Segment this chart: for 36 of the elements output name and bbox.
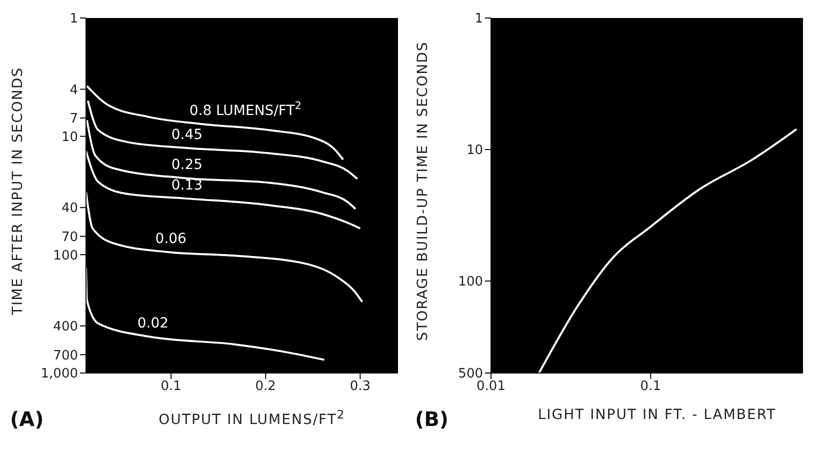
x-axis-title: OUTPUT IN LUMENS/FT$^{2}$ xyxy=(158,407,346,428)
x-tick-label: 0.3 xyxy=(350,379,371,394)
y-axis-title: STORAGE BUILD-UP TIME IN SECONDS xyxy=(415,40,431,340)
series-label: 0.13 xyxy=(171,177,203,194)
y-tick-label: 700 xyxy=(53,348,78,364)
x-tick-label: 0.1 xyxy=(160,379,182,394)
x-axis-title: LIGHT INPUT IN FT. - LAMBERT xyxy=(538,407,776,423)
y-tick-label: 4 xyxy=(70,82,78,98)
y-tick-label: 7 xyxy=(70,112,78,127)
line-series xyxy=(86,266,326,361)
y-tick-label: 100 xyxy=(53,248,78,264)
y-tick-label: 10 xyxy=(61,130,78,145)
y-tick-label: 1 xyxy=(70,12,78,27)
text: (B) xyxy=(415,407,449,431)
y-tick-label: 1,000 xyxy=(40,366,78,382)
y-tick-label: 500 xyxy=(458,366,483,382)
y-tick-label: 100 xyxy=(458,274,483,290)
x-tick-label: 0.1 xyxy=(640,379,661,394)
line-series xyxy=(86,100,358,180)
series-label: 0.8 LUMENS/FT$^{2}$ xyxy=(189,100,302,119)
y-tick-label: 70 xyxy=(61,230,78,245)
y-tick-label: 40 xyxy=(61,201,78,216)
y-tick-label: 1 xyxy=(474,12,483,27)
series-label: 0.02 xyxy=(137,316,169,332)
y-tick-label: 400 xyxy=(53,320,78,335)
y-tick-label: 10 xyxy=(466,143,483,158)
y-axis-title: TIME AFTER INPUT IN SECONDS xyxy=(10,66,26,315)
x-tick-label: 0.01 xyxy=(476,379,506,394)
series-label: 0.45 xyxy=(171,126,203,143)
line-series xyxy=(86,150,362,230)
line-series xyxy=(86,119,356,210)
series-label: 0.25 xyxy=(171,157,203,174)
x-tick-label: 0.2 xyxy=(255,379,276,394)
series-label: 0.06 xyxy=(155,231,187,248)
text: (A) xyxy=(10,407,44,431)
line-series xyxy=(86,191,364,303)
